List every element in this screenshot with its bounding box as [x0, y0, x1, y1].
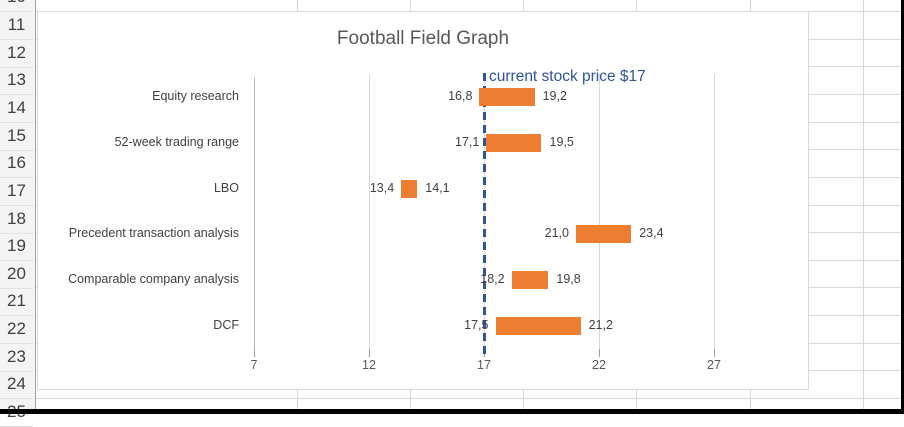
row-header-cell[interactable]: 21	[0, 287, 33, 317]
row-header-cell[interactable]: 15	[0, 122, 33, 151]
row-header-cell[interactable]: 18	[0, 205, 33, 234]
range-bar[interactable]	[576, 225, 632, 244]
category-label: Comparable company analysis	[68, 272, 239, 287]
range-bar[interactable]	[495, 317, 581, 336]
bar-high-label: 21,2	[588, 318, 613, 333]
bar-high-label: 23,4	[639, 226, 664, 241]
row-header-cell[interactable]: 22	[0, 315, 33, 344]
row-header-cell[interactable]: 10	[0, 0, 33, 13]
category-label: LBO	[213, 180, 239, 195]
row-header-cell[interactable]: 24	[0, 370, 33, 400]
x-axis-tick-label: 7	[250, 358, 258, 372]
axis-tick-mark	[369, 349, 370, 357]
bar-low-label: 18,2	[480, 272, 505, 287]
category-label: Precedent transaction analysis	[68, 226, 239, 241]
category-label: DCF	[213, 318, 239, 333]
excel-row-line	[35, 398, 904, 399]
row-header-cell[interactable]: 13	[0, 66, 33, 96]
window-bottom-edge	[0, 409, 904, 414]
row-header-cell[interactable]: 12	[0, 39, 33, 68]
category-axis-line	[254, 78, 255, 349]
row-header-cell[interactable]: 16	[0, 149, 33, 179]
row-header-cell[interactable]: 19	[0, 232, 33, 262]
bar-low-label: 17,1	[454, 134, 480, 149]
row-header-cell[interactable]: 11	[0, 11, 33, 40]
bar-high-label: 19,5	[549, 134, 574, 149]
chart-title: Football Field Graph	[336, 28, 510, 49]
x-axis-tick-label: 27	[707, 358, 721, 372]
bar-high-label: 19,8	[556, 272, 581, 287]
axis-tick-mark	[254, 349, 255, 357]
range-bar[interactable]	[479, 87, 535, 106]
axis-tick-mark	[599, 349, 600, 357]
axis-tick-mark	[714, 349, 715, 357]
bar-low-label: 17,5	[464, 318, 489, 333]
range-bar[interactable]	[511, 271, 549, 290]
row-header-cell[interactable]: 17	[0, 177, 33, 206]
range-bar[interactable]	[486, 133, 542, 152]
x-axis-tick-label: 12	[362, 358, 376, 372]
chart-gridline	[599, 74, 600, 349]
current-price-dashed-line	[483, 73, 486, 359]
category-label: Equity research	[152, 88, 239, 103]
row-header-cell[interactable]: 20	[0, 260, 33, 289]
x-axis-tick-label: 22	[592, 358, 606, 372]
excel-column-line	[863, 0, 864, 409]
bar-low-label: 16,8	[448, 88, 473, 103]
row-header-column: 10111213141516171819202122232425	[0, 0, 36, 427]
chart-gridline	[369, 74, 370, 349]
bar-low-label: 13,4	[369, 180, 395, 195]
football-field-chart[interactable]: Football Field Graph 7 12 17 22 27 Equity res…	[37, 11, 809, 390]
category-label: 52-week trading range	[114, 134, 239, 149]
bar-high-label: 14,1	[425, 180, 450, 195]
chart-gridline	[714, 74, 715, 349]
bar-high-label: 19,2	[542, 88, 567, 103]
row-header-cell[interactable]: 23	[0, 343, 33, 372]
x-axis-tick-label: 17	[477, 358, 491, 372]
range-bar[interactable]	[401, 179, 418, 198]
row-header-cell[interactable]: 14	[0, 94, 33, 123]
current-price-annotation: current stock price $17	[489, 68, 646, 85]
window-right-edge	[901, 0, 904, 414]
bar-low-label: 21,0	[544, 226, 569, 241]
